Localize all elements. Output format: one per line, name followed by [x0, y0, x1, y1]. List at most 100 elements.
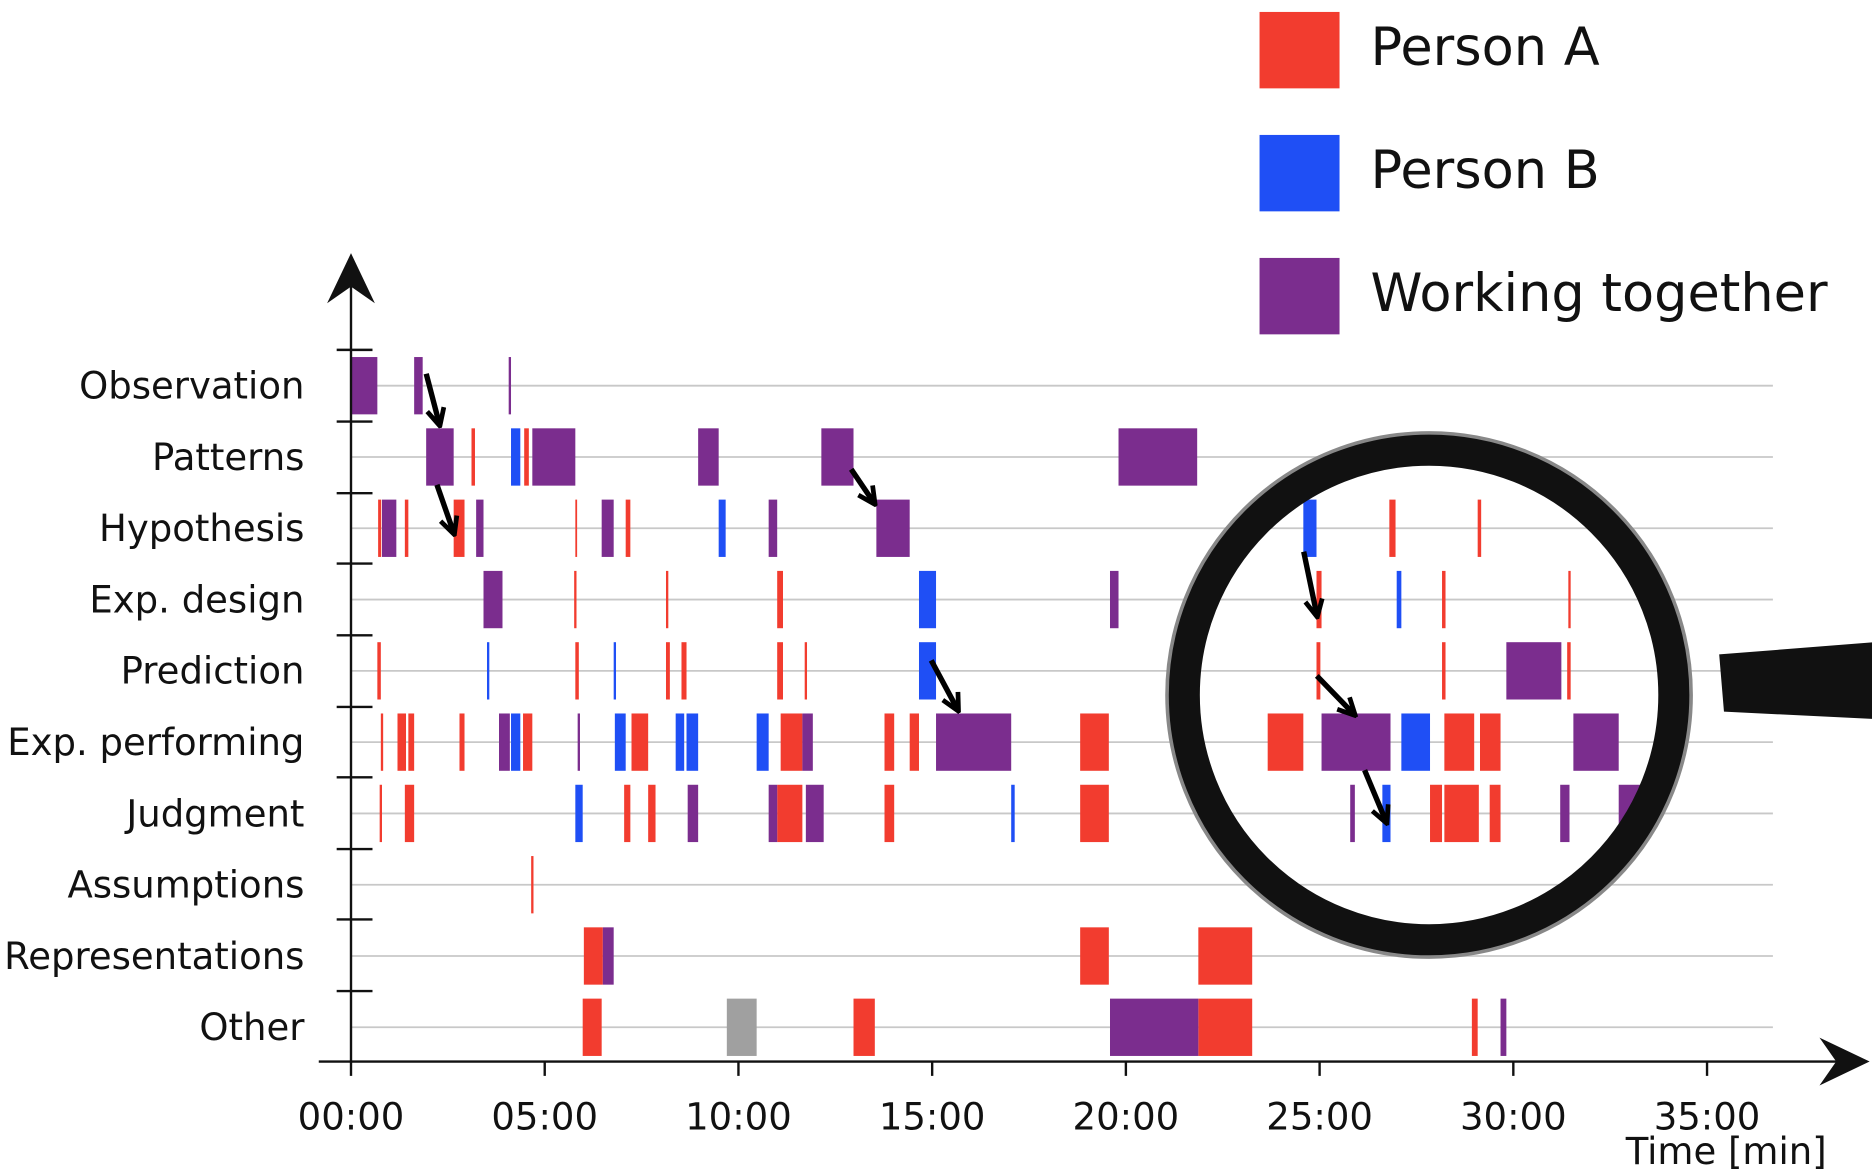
y-tick-label: Judgment: [124, 792, 304, 835]
activity-bar: [876, 500, 909, 557]
legend-label: Person B: [1371, 140, 1600, 201]
x-tick-label: 30:00: [1460, 1095, 1567, 1138]
activity-bar: [1444, 713, 1474, 770]
activity-bar: [575, 642, 578, 699]
activity-bar: [511, 713, 520, 770]
activity-bar: [1317, 571, 1322, 628]
activity-bar: [777, 571, 783, 628]
x-tick-label: 05:00: [491, 1095, 598, 1138]
activity-bar: [1303, 500, 1316, 557]
activity-bar: [405, 785, 414, 842]
activity-bar: [523, 713, 532, 770]
activity-bar: [919, 642, 936, 699]
activity-bar: [626, 500, 631, 557]
activity-bar: [378, 500, 381, 557]
activity-bar: [584, 927, 603, 984]
activity-bar: [1080, 713, 1109, 770]
y-tick-label: Hypothesis: [99, 507, 304, 550]
activity-bar: [910, 713, 919, 770]
y-tick-label: Representations: [4, 935, 304, 978]
activity-bar: [1568, 571, 1570, 628]
activity-bar: [414, 357, 423, 414]
activity-bar: [471, 428, 474, 485]
activity-bar: [719, 500, 726, 557]
activity-bar: [1560, 785, 1569, 842]
activity-bar: [624, 785, 630, 842]
activity-bar: [1198, 999, 1252, 1056]
activity-bar: [1350, 785, 1355, 842]
activity-bar: [1506, 642, 1561, 699]
y-tick-label: Patterns: [152, 436, 304, 479]
activity-bar: [397, 713, 406, 770]
x-tick-label: 35:00: [1654, 1095, 1761, 1138]
activity-bar: [687, 713, 699, 770]
axes: Time [min] ObservationPatternsHypothesis…: [4, 253, 1869, 1173]
activity-bar: [459, 713, 464, 770]
activity-bar: [615, 713, 626, 770]
activity-bar: [681, 642, 686, 699]
activity-bar: [727, 999, 757, 1056]
activity-bar: [583, 999, 602, 1056]
activity-bar: [454, 500, 465, 557]
activity-bar: [1480, 713, 1501, 770]
activity-bar: [575, 500, 577, 557]
activity-bar: [531, 856, 533, 913]
activity-bar: [1317, 642, 1321, 699]
page: {"chart_data": { "type": "timeline", "x_…: [0, 0, 1872, 1175]
activity-bar: [1119, 428, 1198, 485]
y-tick-label: Assumptions: [67, 864, 304, 907]
activity-bar: [603, 927, 614, 984]
activity-bar: [380, 785, 382, 842]
activity-bar: [476, 500, 483, 557]
activity-bar: [1322, 713, 1391, 770]
activity-bar: [578, 713, 580, 770]
activity-bar: [1389, 500, 1395, 557]
activity-bar: [487, 642, 489, 699]
activity-bar: [602, 500, 614, 557]
activity-bar: [1472, 999, 1478, 1056]
activity-bar: [632, 713, 649, 770]
x-tick-label: 25:00: [1266, 1095, 1373, 1138]
legend-label: Person A: [1371, 17, 1600, 78]
activity-bar: [769, 785, 778, 842]
x-tick-label: 10:00: [685, 1095, 792, 1138]
legend-swatch: [1260, 258, 1340, 334]
activity-bar: [885, 713, 895, 770]
activity-bar: [381, 713, 383, 770]
activity-bar: [408, 713, 414, 770]
activity-bar: [509, 357, 511, 414]
activity-bar: [484, 571, 503, 628]
activity-bar: [377, 642, 380, 699]
x-tick-label: 20:00: [1073, 1095, 1180, 1138]
legend-swatch: [1260, 12, 1340, 88]
activity-bar: [1490, 785, 1501, 842]
activity-bar: [1501, 999, 1507, 1056]
activity-bar: [1444, 785, 1478, 842]
activity-bar: [688, 785, 698, 842]
activity-bar: [1011, 785, 1014, 842]
y-tick-label: Other: [199, 1006, 305, 1049]
activity-bar: [1110, 571, 1119, 628]
activity-bar: [666, 642, 670, 699]
activity-bar: [777, 642, 783, 699]
activity-bar: [1430, 785, 1442, 842]
activity-bar: [1110, 999, 1198, 1056]
activity-bar: [532, 428, 575, 485]
activity-bar: [698, 428, 719, 485]
y-tick-label: Prediction: [121, 650, 305, 693]
activity-bar: [405, 500, 408, 557]
activity-bar: [1198, 927, 1252, 984]
activity-bar: [511, 428, 520, 485]
legend: Person A Person B Working together: [1260, 12, 1828, 334]
y-tick-label: Exp. design: [89, 578, 304, 621]
activity-bar: [1442, 642, 1445, 699]
activity-bar: [1442, 571, 1445, 628]
activity-bar: [777, 785, 802, 842]
activity-bar: [919, 571, 936, 628]
legend-label: Working together: [1371, 263, 1828, 324]
activity-bar: [1573, 713, 1618, 770]
activity-bar: [1478, 500, 1481, 557]
activity-bar: [1401, 713, 1430, 770]
activity-bar: [524, 428, 529, 485]
activity-bar: [802, 713, 812, 770]
